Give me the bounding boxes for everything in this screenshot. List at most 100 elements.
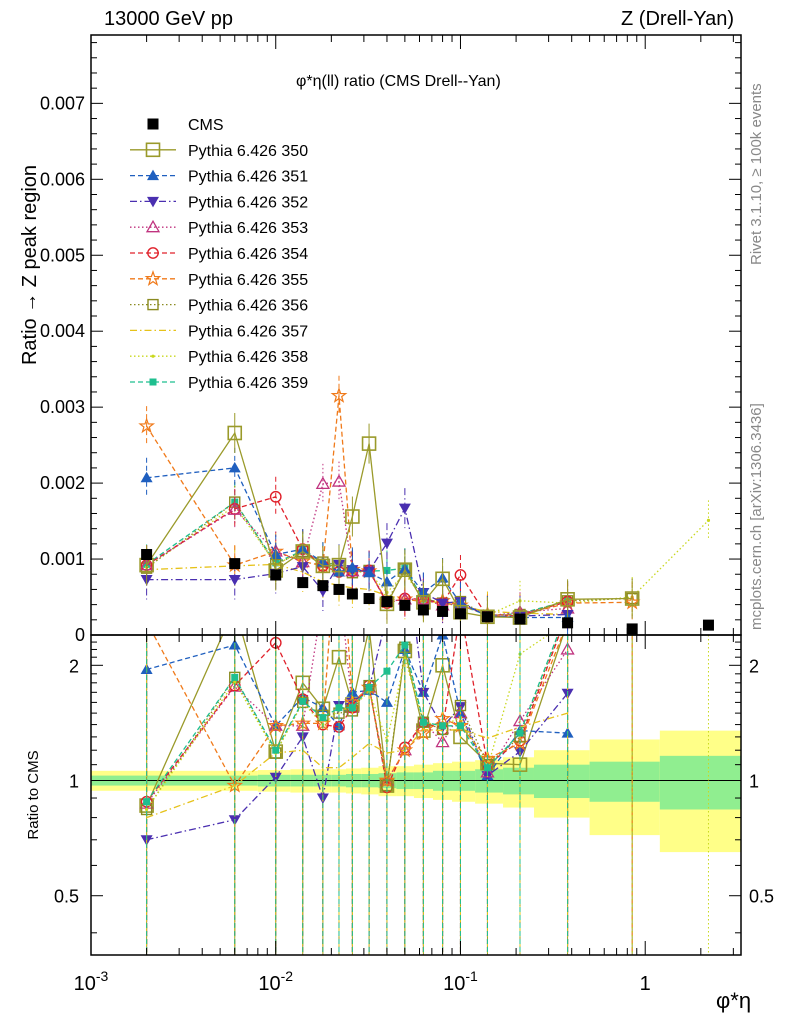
axes-frames [90,34,742,956]
data-point [330,386,348,403]
data-point [562,617,574,629]
data-point [480,609,495,625]
data-point [315,558,331,574]
series-0 [141,548,714,635]
legend-entry: Pythia 6.426 356 [130,298,308,315]
data-point [363,566,376,578]
data-point [381,596,393,608]
x-tick-label: 10-2 [258,968,293,995]
ratio-point [231,673,239,681]
data-point [227,502,242,515]
data-point [437,605,449,617]
ratio-point [268,718,283,731]
ratio-y-tick-label-right: 1 [749,772,759,792]
legend-label: CMS [188,117,224,134]
ratio-point [299,697,307,705]
ratio-point [319,714,327,722]
uncertainty-band [91,730,741,853]
data-point [331,474,347,487]
header-left-label: 13000 GeV pp [104,8,233,30]
header-right-label: Z (Drell-Yan) [621,8,734,30]
data-point [702,619,714,631]
legend-entry: Pythia 6.426 350 [130,142,308,160]
ratio-point [335,704,343,712]
x-tick-label: 10-3 [74,968,109,995]
rivet-version-label: Rivet 3.1.10, ≥ 100k events [748,83,765,265]
legend-label: Pythia 6.426 358 [188,349,308,366]
series-line [146,431,633,619]
data-point [228,575,241,586]
ratio-y-tick-label-right: 2 [749,656,759,676]
ratio-point [145,807,149,812]
y-axis-label: Ratio → Z peak region [19,165,41,365]
data-point [380,575,393,587]
data-point [514,613,526,625]
legend-label: Pythia 6.426 357 [188,323,308,340]
data-point [435,571,450,587]
ratio-point [627,478,637,488]
data-point [361,436,377,451]
legend-entry: Pythia 6.426 354 [130,246,308,263]
legend: CMS Pythia 6.426 350 Pythia 6.426 351 Pythi… [130,117,308,392]
legend-marker [145,219,161,233]
legend-label: Pythia 6.426 359 [188,375,308,392]
data-point [140,471,153,483]
legend-entry: Pythia 6.426 352 [130,194,308,211]
ratio-point [140,615,153,628]
data-point [228,461,241,473]
data-point [417,604,429,616]
data-point [398,503,411,515]
data-point [436,598,449,610]
legend-marker [147,196,159,208]
data-point [481,611,493,623]
data-point [626,623,638,635]
data-point [346,588,358,600]
data-point [454,608,466,620]
data-point [397,562,413,577]
y-tick-label: 0.004 [40,321,85,341]
data-point [363,593,375,605]
ratio-point [365,683,373,691]
data-point [346,561,359,572]
band-inner-bin [503,767,534,795]
legend-marker [147,169,159,181]
ratio-point [332,500,345,513]
y-tick-label: 0.003 [40,397,85,417]
ratio-point [403,657,407,661]
legend-marker [147,298,159,311]
legend-entry: Pythia 6.426 359 [130,375,308,392]
ratio-frame [90,634,742,956]
legend-entry: Pythia 6.426 357 [130,323,308,340]
series-4 [139,461,575,635]
legend-label: Pythia 6.426 353 [188,220,308,237]
ratio-y-axis-label: Ratio to CMS [25,750,42,839]
ratio-line [146,635,559,803]
ratio-point [228,601,241,614]
ratio-point [143,798,151,806]
mcplots-label: mcplots.cern.ch [arXiv:1306.3436] [748,403,765,630]
y-tick-label: 0.007 [40,93,85,113]
legend-marker [144,269,162,286]
ratio-point [361,635,377,636]
axis-ticks: 0 0.001 0.002 0.003 0.004 0.005 0.006 0.007 0.5 0… [40,35,774,995]
legend-label: Pythia 6.426 354 [188,246,308,263]
legend-entry: Pythia 6.426 355 [130,269,308,289]
ratio-line [146,712,568,819]
data-point [297,577,309,589]
data-point [315,476,331,490]
data-point [138,417,156,434]
series-line [146,496,568,618]
data-point [331,557,347,573]
legend-marker [145,142,161,158]
chart-title: φ*η(ll) ratio (CMS Drell--Yan) [296,73,501,90]
data-point [345,509,360,524]
legend-entry: Pythia 6.426 358 [130,349,308,366]
ratio-y-tick-label-right: 0.5 [749,887,774,907]
ratio-series-0 [139,601,633,955]
ratio-point [516,729,524,737]
ratio-point [483,764,491,772]
data-point [624,591,640,606]
legend-label: Pythia 6.426 356 [188,298,308,315]
ratio-point [419,718,427,726]
